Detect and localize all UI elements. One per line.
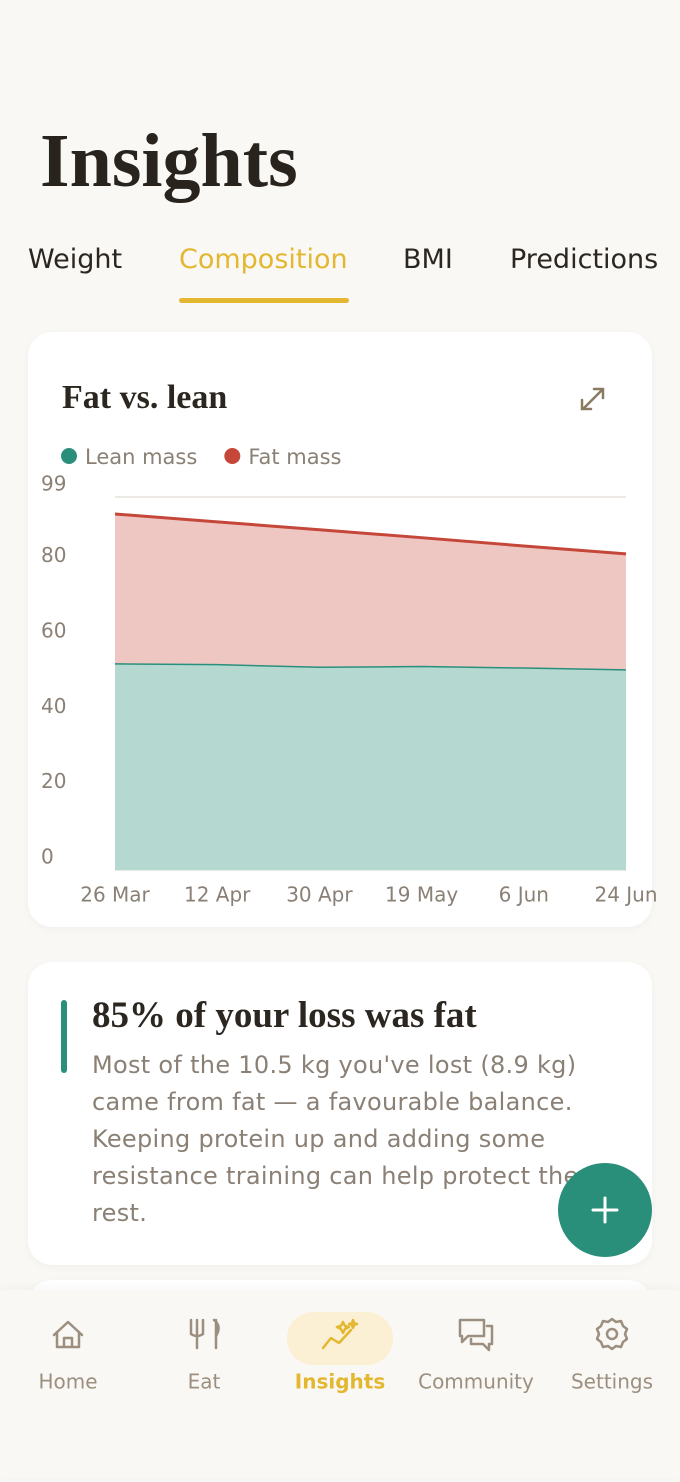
nav-icon[interactable]: [52, 1320, 84, 1349]
x-tick-label: 26 Mar: [80, 883, 150, 907]
y-tick-label: 40: [41, 694, 66, 718]
legend-label: Fat mass: [248, 445, 341, 469]
y-tick-label: 20: [41, 769, 66, 793]
active-pill: [287, 1312, 393, 1365]
area: [115, 663, 626, 870]
y-tick-label: 80: [41, 543, 66, 567]
chart-title: Fat vs. lean: [62, 379, 227, 416]
insight-accent: [61, 1000, 67, 1073]
expand-button[interactable]: [580, 387, 605, 411]
chart: Fat vs. lean 0 20 40 60 80 99 26 Mar 12 Apr 30 A…: [41, 379, 658, 907]
y-tick-label: 99: [41, 472, 66, 496]
nav-label[interactable]: Home: [38, 1370, 97, 1394]
nav-bar: Home Eat Insights Community Settings: [38, 1312, 653, 1394]
y-tick-label: 60: [41, 618, 66, 642]
nav-label[interactable]: Insights: [295, 1370, 385, 1394]
nav-label[interactable]: Community: [418, 1370, 534, 1394]
x-tick-label: 19 May: [385, 883, 458, 907]
nav-icon[interactable]: [458, 1318, 494, 1352]
legend-swatch: [61, 448, 77, 464]
tab[interactable]: Predictions: [510, 244, 659, 275]
nav-icon[interactable]: [605, 1327, 619, 1341]
area: [115, 513, 626, 670]
bottom-nav: Home Eat Insights Community Settings: [0, 1290, 680, 1478]
tab[interactable]: Composition: [179, 244, 348, 275]
tab-underline: [179, 298, 349, 303]
nav-icon[interactable]: [189, 1318, 220, 1350]
line: [114, 512, 627, 556]
page-title: Insights: [40, 119, 298, 203]
y-tick-label: 0: [41, 845, 54, 869]
add-button[interactable]: [557, 1162, 653, 1258]
legend-swatch: [224, 448, 241, 464]
x-tick-label: 6 Jun: [499, 883, 549, 907]
nav-icon[interactable]: [595, 1317, 629, 1351]
tab[interactable]: Weight: [28, 244, 123, 275]
insight-body: Most of the 10.5 kg you've lost (8.9 kg)…: [92, 1051, 579, 1227]
x-tick-label: 24 Jun: [594, 883, 657, 907]
nav-label[interactable]: Eat: [188, 1370, 221, 1394]
x-tick-label: 12 Apr: [184, 883, 251, 907]
legend-label: Lean mass: [85, 445, 197, 469]
insight-card: [28, 962, 652, 1265]
x-tick-label: 30 Apr: [286, 883, 353, 907]
insight-title: 85% of your loss was fat: [92, 995, 477, 1036]
nav-label[interactable]: Settings: [571, 1370, 653, 1394]
nav-icon[interactable]: [321, 1318, 359, 1350]
tab[interactable]: BMI: [403, 244, 453, 275]
